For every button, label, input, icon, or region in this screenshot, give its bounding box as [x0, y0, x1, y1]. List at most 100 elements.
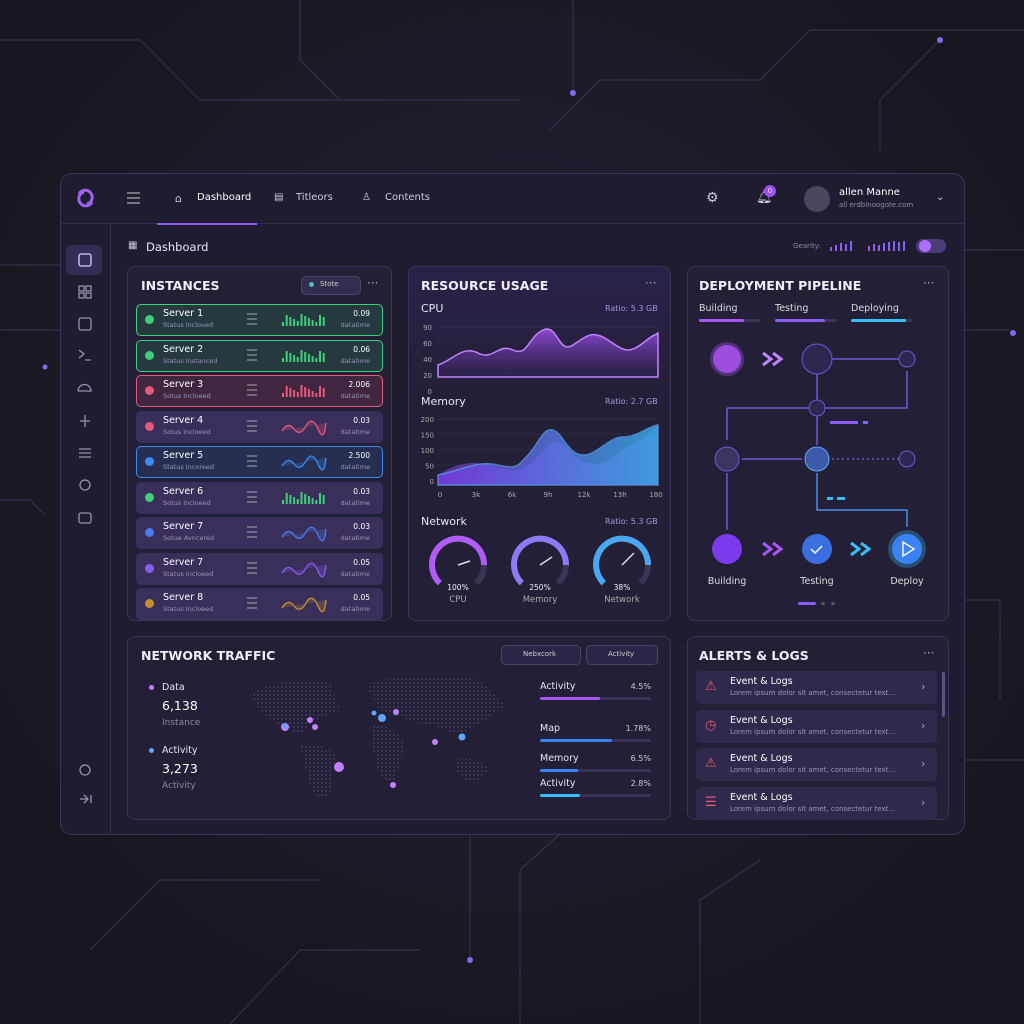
server-row[interactable]	[136, 375, 383, 407]
server-name: Server 4	[163, 414, 204, 426]
bar-track	[540, 769, 651, 772]
avatar[interactable]	[804, 186, 830, 212]
toolbar-label: Gearity:	[793, 242, 821, 250]
scrollbar[interactable]	[942, 672, 945, 717]
gauge-needle	[539, 556, 553, 566]
bar-fill	[540, 697, 600, 700]
settings-icon[interactable]: ⚙	[706, 190, 719, 206]
sparkline	[247, 597, 327, 613]
user-menu[interactable]: ⌄	[936, 192, 945, 203]
stat-sub: Instance	[162, 718, 201, 728]
panel-title: NETWORK TRAFFIC	[141, 648, 276, 663]
filter[interactable]	[301, 276, 361, 295]
more-menu[interactable]: ···	[645, 276, 657, 290]
dropdown-label[interactable]: Activity	[608, 650, 635, 658]
spark-wave	[281, 420, 327, 435]
spark-bar	[296, 356, 299, 362]
home-icon: ⌂	[175, 192, 182, 205]
server-sub: datatime	[340, 392, 370, 400]
x-axis-label: 6k	[508, 491, 517, 499]
spark-bar	[285, 492, 288, 504]
chart-label: Network	[421, 515, 467, 528]
cpu-area	[437, 328, 659, 378]
alert-chevron: ›	[921, 680, 926, 693]
pipeline-node[interactable]	[713, 345, 741, 373]
dropdown[interactable]	[501, 645, 581, 665]
y-axis-label: 0	[430, 478, 434, 486]
pipeline-node[interactable]	[802, 534, 832, 564]
status-dot	[145, 386, 154, 395]
spark-bar	[322, 352, 325, 362]
gauge-value: 250%	[529, 583, 550, 592]
y-axis-label: 0	[428, 388, 432, 396]
x-axis-label: 12k	[578, 491, 592, 499]
sparkline	[247, 349, 325, 362]
server-sub: datatime	[340, 605, 370, 613]
dropdown-label[interactable]: Nebxcork	[523, 650, 557, 658]
tab-active[interactable]	[157, 184, 257, 225]
chart-ratio: Ratio: 5.3 GB	[605, 304, 658, 313]
server-name: Server 7	[163, 556, 204, 568]
server-value: 0.03	[353, 415, 370, 425]
alert-icon: ⚠	[705, 756, 717, 771]
stage-label: Building	[699, 303, 738, 314]
row-icon	[247, 597, 257, 609]
gauge-value: 38%	[614, 583, 631, 592]
tab[interactable]: Dashboard	[197, 192, 252, 203]
bar-label: Map	[540, 723, 561, 734]
spark-wave	[281, 526, 327, 542]
server-row[interactable]	[136, 339, 383, 372]
server-status: Status Incloeed	[163, 569, 214, 578]
bar-fill	[540, 794, 580, 797]
row-icon	[247, 455, 257, 467]
world-map	[250, 676, 505, 799]
bar-label: Memory	[540, 753, 579, 764]
tab[interactable]: Contents	[385, 192, 430, 203]
server-row[interactable]	[136, 410, 383, 443]
spark-bar	[311, 391, 314, 397]
spark-bar	[319, 492, 321, 504]
spark-bar	[300, 385, 303, 397]
server-sub: datatime	[340, 321, 370, 329]
server-row[interactable]	[136, 481, 383, 514]
server-row[interactable]	[136, 588, 383, 620]
nav-active[interactable]	[66, 245, 102, 275]
server-row[interactable]	[136, 552, 383, 585]
alert-title: Event & Logs	[730, 791, 793, 803]
pipeline-node[interactable]	[892, 534, 922, 564]
server-status: Status incloved	[163, 321, 214, 329]
alert-item[interactable]	[696, 786, 937, 820]
alert-item[interactable]	[696, 671, 937, 704]
row-icon	[247, 313, 257, 325]
spark-bar	[319, 350, 321, 362]
server-status: Status Incloeed	[163, 605, 214, 613]
more-menu[interactable]: ···	[367, 276, 379, 290]
menu-icon[interactable]	[126, 191, 142, 205]
tab-icon: ▤	[274, 192, 284, 203]
pipeline-node[interactable]	[801, 343, 833, 375]
server-row[interactable]	[136, 446, 383, 478]
spark-bar	[304, 493, 307, 504]
server-name: Server 3	[163, 379, 204, 390]
pipeline-node[interactable]	[712, 534, 742, 564]
spark-wave	[281, 597, 327, 613]
spark-bar	[300, 349, 303, 362]
pipeline-diagram: Building Testing Deploying Building Testing D…	[699, 303, 926, 606]
server-value: 2.500	[348, 451, 370, 460]
sparkline	[247, 384, 325, 397]
server-status: Sotus Incloeed	[163, 427, 211, 436]
filter-label[interactable]: Stote	[320, 280, 339, 288]
alert-item[interactable]	[696, 748, 937, 781]
server-row[interactable]	[136, 304, 383, 336]
dropdown[interactable]	[586, 645, 658, 665]
alert-item[interactable]	[696, 709, 937, 743]
server-row[interactable]	[136, 517, 383, 549]
spark-bar	[300, 491, 303, 504]
spark-bar	[282, 357, 284, 362]
gauge-label: Memory	[523, 595, 558, 605]
sparkline	[247, 491, 325, 504]
tab[interactable]: Titleors	[296, 192, 333, 203]
more-menu[interactable]: ···	[923, 276, 935, 290]
more-menu[interactable]: ···	[923, 646, 935, 660]
